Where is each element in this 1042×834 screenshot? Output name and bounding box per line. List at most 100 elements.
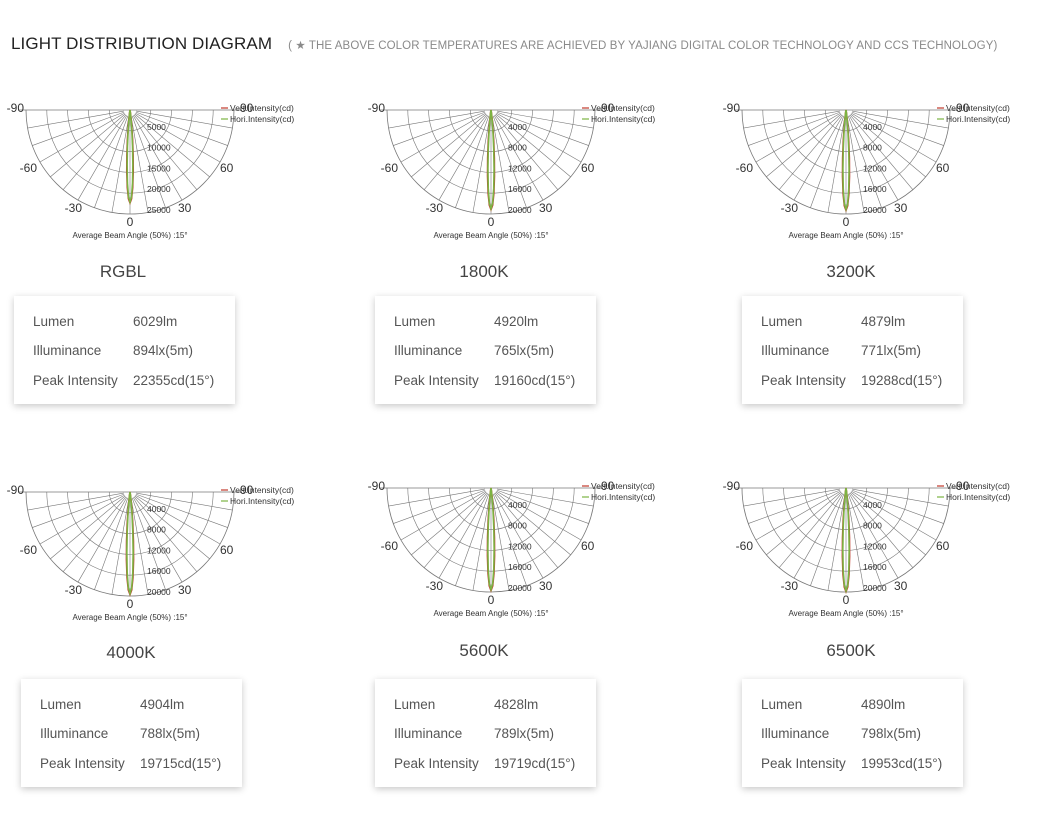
polar-chart: -90 -60 -30 0 30 60 90 4000 8000 12000 16000 20000 V… (368, 479, 656, 618)
spec-row-peak: Peak Intensity 19715cd(15°) (21, 756, 242, 776)
angle-label: -90 (368, 479, 386, 493)
angle-label: -30 (65, 201, 83, 215)
grid-spoke (39, 112, 125, 163)
spec-value: 22355cd(15°) (133, 373, 215, 388)
beam-angle-note: Average Beam Angle (50%) :15° (72, 231, 187, 240)
angle-label: 90 (240, 101, 254, 115)
angle-label: 60 (220, 543, 234, 557)
angle-label: 90 (956, 101, 970, 115)
spec-key: Lumen (33, 314, 75, 329)
spec-key: Illuminance (40, 726, 109, 741)
grid-spoke (491, 494, 510, 591)
horizontal-intensity-curve (487, 487, 495, 593)
spec-value: 4879lm (861, 314, 906, 329)
grid-spoke (491, 116, 510, 213)
legend-vert: Vert.Intensity(cd) (591, 103, 655, 113)
spec-value: 6029lm (133, 314, 178, 329)
grid-spoke (77, 497, 128, 583)
radial-tick-label: 16000 (863, 184, 887, 194)
grid-spoke (494, 492, 559, 568)
horizontal-intensity-curve (126, 491, 134, 597)
spec-value: 4920lm (494, 314, 539, 329)
legend-hori: Hori.Intensity(cd) (946, 492, 1010, 502)
spec-value: 19719cd(15°) (494, 756, 576, 771)
radial-tick-label: 16000 (508, 562, 532, 572)
spec-row-peak: Peak Intensity 22355cd(15°) (14, 373, 235, 393)
grid-spoke (849, 114, 914, 190)
spec-row-illuminance: Illuminance 789lx(5m) (375, 726, 596, 746)
angle-label: -60 (736, 539, 754, 553)
angle-label: -90 (368, 101, 386, 115)
legend-vert: Vert.Intensity(cd) (230, 485, 294, 495)
grid-spoke (411, 491, 487, 556)
spec-key: Illuminance (761, 726, 830, 741)
grid-spoke (134, 113, 210, 178)
grid-spoke (493, 493, 544, 579)
grid-spoke (755, 490, 841, 541)
polar-diagram-1800k: -90 -60 -30 0 30 60 90 4000 8000 12000 16000 20000 V… (361, 0, 691, 340)
page-title: LIGHT DISTRIBUTION DIAGRAM (11, 34, 273, 53)
radial-tick-label: 8000 (508, 521, 527, 531)
legend-vert: Vert.Intensity(cd) (946, 481, 1010, 491)
spec-value: 765lx(5m) (494, 343, 555, 358)
radial-tick-label: 5000 (147, 122, 166, 132)
angle-label: -90 (7, 101, 25, 115)
angle-label: 30 (539, 201, 553, 215)
spec-key: Peak Intensity (394, 756, 479, 771)
angle-label: 0 (488, 593, 495, 607)
spec-row-illuminance: Illuminance 798lx(5m) (742, 726, 963, 746)
polar-chart: -90 -60 -30 0 30 60 90 4000 8000 12000 16000 20000 V… (7, 483, 295, 622)
legend-vert: Vert.Intensity(cd) (946, 103, 1010, 113)
angle-label: 0 (127, 215, 134, 229)
grid-spoke (27, 110, 124, 129)
grid-spoke (32, 111, 125, 146)
polar-chart: -90 -60 -30 0 30 60 90 4000 8000 12000 16000 20000 V… (723, 101, 1011, 240)
angle-label: -60 (20, 161, 38, 175)
grid-spoke (62, 496, 127, 572)
grid-spoke (472, 116, 491, 213)
grid-spoke (810, 115, 845, 208)
angle-label: 30 (178, 201, 192, 215)
grid-spoke (135, 111, 228, 146)
grid-spoke (94, 497, 129, 590)
radial-tick-label: 8000 (863, 521, 882, 531)
grid-spoke (810, 493, 845, 586)
grid-spoke (793, 115, 844, 201)
grid-spoke (111, 498, 130, 595)
grid-spoke (496, 489, 589, 524)
angle-label: 30 (894, 579, 908, 593)
grid-spoke (455, 115, 490, 208)
radial-tick-label: 20000 (147, 184, 171, 194)
angle-label: 60 (936, 161, 950, 175)
grid-spoke (766, 113, 842, 178)
horizontal-intensity-curve (842, 487, 850, 594)
angle-label: 60 (936, 539, 950, 553)
grid-spoke (39, 494, 125, 545)
grid-spoke (748, 489, 841, 524)
polar-diagram-3200k: -90 -60 -30 0 30 60 90 4000 8000 12000 16000 20000 V… (716, 0, 1042, 340)
angle-label: 0 (843, 215, 850, 229)
legend-hori: Hori.Intensity(cd) (946, 114, 1010, 124)
spec-row-peak: Peak Intensity 19288cd(15°) (742, 373, 963, 393)
legend-vert: Vert.Intensity(cd) (591, 481, 655, 491)
radial-tick-label: 4000 (147, 504, 166, 514)
grid-spoke (77, 115, 128, 201)
grid-spoke (94, 115, 129, 208)
grid-spoke (135, 112, 221, 163)
radial-tick-label: 12000 (508, 163, 532, 173)
grid-spoke (848, 115, 899, 201)
angle-label: -60 (381, 539, 399, 553)
spec-card: Lumen 6029lm Illuminance 894lx(5m) Peak Inte… (14, 296, 235, 404)
grid-spoke (136, 492, 233, 511)
angle-label: 90 (601, 101, 615, 115)
spec-row-lumen: Lumen 4904lm (21, 697, 242, 717)
spec-key: Illuminance (394, 726, 463, 741)
angle-label: 90 (601, 479, 615, 493)
grid-spoke (130, 116, 149, 213)
radial-tick-label: 20000 (508, 583, 532, 593)
grid-spoke (388, 110, 485, 129)
grid-spoke (827, 494, 846, 591)
spec-value: 894lx(5m) (133, 343, 194, 358)
grid-spoke (135, 494, 221, 545)
radial-tick-label: 12000 (863, 163, 887, 173)
